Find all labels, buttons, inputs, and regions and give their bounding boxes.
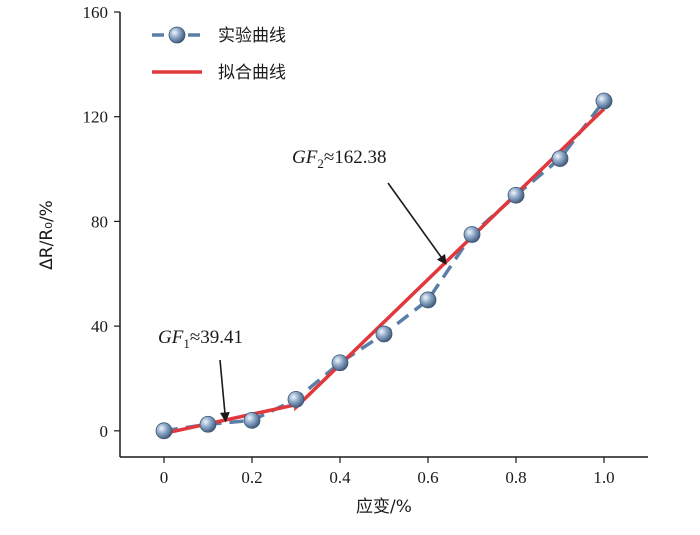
x-tick-label: 0 — [160, 468, 169, 487]
experimental-point — [155, 422, 173, 440]
legend-marker-experimental — [168, 26, 186, 44]
axes — [119, 12, 648, 458]
experimental-point — [595, 92, 613, 110]
legend-label-experimental: 实验曲线 — [218, 26, 286, 46]
x-tick-label: 0.4 — [329, 468, 351, 487]
gauge-factor-annotation: GF1≈39.41 — [158, 327, 243, 351]
legend-label-fitted: 拟合曲线 — [218, 63, 286, 83]
experimental-point — [419, 291, 437, 309]
y-tick-label: 160 — [83, 3, 109, 22]
x-axis-title: 应变/% — [356, 497, 412, 517]
experimental-point — [243, 411, 261, 429]
experimental-point — [507, 186, 525, 204]
x-tick-label: 0.2 — [241, 468, 262, 487]
experimental-point — [331, 354, 349, 372]
y-tick-label: 80 — [91, 212, 108, 231]
experimental-point — [287, 391, 305, 408]
experimental-point — [199, 415, 217, 433]
x-tick-label: 1.0 — [593, 468, 614, 487]
gauge-factor-annotation: GF2≈162.38 — [292, 147, 387, 171]
annotation-arrow — [219, 359, 230, 423]
experimental-point — [551, 150, 569, 167]
y-tick-label: 40 — [91, 317, 108, 336]
y-tick-label: 120 — [83, 108, 109, 127]
y-tick-label: 0 — [100, 422, 109, 441]
annotation-arrow — [387, 182, 447, 265]
y-axis-title: ΔR/R₀/% — [37, 200, 57, 270]
x-tick-label: 0.6 — [417, 468, 438, 487]
x-tick-label: 0.8 — [505, 468, 526, 487]
experimental-point — [463, 226, 481, 243]
experimental-point — [375, 325, 393, 343]
